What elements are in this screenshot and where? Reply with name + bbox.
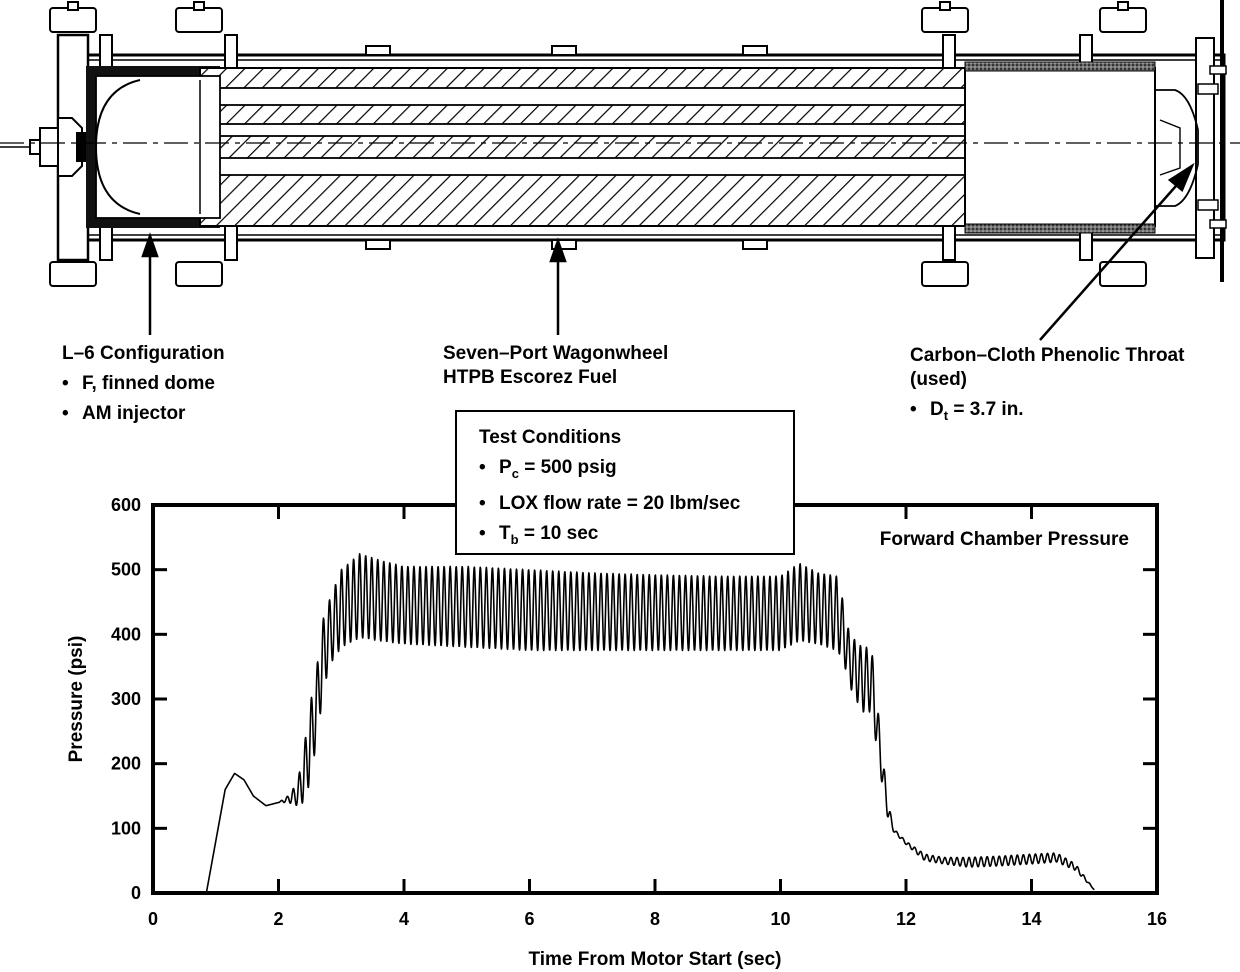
center-callout-line2: HTPB Escorez Fuel <box>443 367 618 388</box>
fuel-port-upper <box>199 87 966 106</box>
x-tick-label-8: 8 <box>650 909 660 929</box>
test-conditions-box: Test Conditions Pc = 500 psig LOX flow r… <box>455 410 795 555</box>
callout-arrows <box>141 162 1195 341</box>
aft-mixing-chamber <box>964 67 1156 227</box>
right-callout-line2: (used) <box>910 369 967 390</box>
center-callout-line1: Seven–Port Wagonwheel <box>443 343 669 364</box>
plot-area-frame <box>151 503 1159 895</box>
fuel-port-lower <box>199 157 966 176</box>
y-tick-label-400: 400 <box>111 624 141 644</box>
pressure-chart: 0 2 4 6 8 10 12 14 16 0 100 200 300 400 500 600 Forward… <box>66 495 1167 970</box>
y-tick-label-500: 500 <box>111 560 141 580</box>
y-tick-label-200: 200 <box>111 754 141 774</box>
x-tick-label-14: 14 <box>1021 909 1041 929</box>
axis-ticks <box>151 503 1159 895</box>
x-tick-label-10: 10 <box>770 909 790 929</box>
nozzle-throat <box>1155 89 1199 207</box>
left-callout-title: L–6 Configuration <box>62 343 225 364</box>
test-condition-burn-time: Tb = 10 sec <box>479 522 793 552</box>
x-tick-label-0: 0 <box>148 909 158 929</box>
y-tick-label-0: 0 <box>131 883 141 903</box>
fuel-port-center <box>199 123 966 137</box>
x-axis-title: Time From Motor Start (sec) <box>528 949 781 970</box>
x-tick-label-4: 4 <box>399 909 409 929</box>
finned-dome-chamber <box>95 75 221 219</box>
bottom-bolts <box>49 239 1147 287</box>
injector-assembly <box>0 117 86 177</box>
x-tick-label-16: 16 <box>1147 909 1167 929</box>
series-annotation: Forward Chamber Pressure <box>880 529 1129 550</box>
x-tick-label-6: 6 <box>524 909 534 929</box>
x-tick-label-2: 2 <box>273 909 283 929</box>
x-tick-label-12: 12 <box>896 909 916 929</box>
left-callout-bullet-dome: F, finned dome <box>62 372 215 396</box>
test-condition-chamber-pressure: Pc = 500 psig <box>479 456 793 486</box>
right-callout-throat-diameter: Dt = 3.7 in. <box>910 398 1024 428</box>
hybrid-motor-cross-section <box>0 0 1240 341</box>
top-bolts <box>49 1 1147 56</box>
series-line-forward-chamber-pressure <box>205 553 1095 894</box>
test-conditions-title: Test Conditions <box>479 427 622 448</box>
y-tick-label-100: 100 <box>111 818 141 838</box>
test-condition-lox-flow: LOX flow rate = 20 lbm/sec <box>479 492 793 516</box>
y-axis-title: Pressure (psi) <box>66 636 87 763</box>
y-tick-label-600: 600 <box>111 495 141 515</box>
carbon-phenolic-liner-bottom <box>964 223 1156 234</box>
y-tick-label-300: 300 <box>111 689 141 709</box>
carbon-phenolic-liner-top <box>964 61 1156 72</box>
left-callout-bullet-injector: AM injector <box>62 402 185 426</box>
right-callout-line1: Carbon–Cloth Phenolic Throat <box>910 345 1185 366</box>
axis-tick-labels: 0 2 4 6 8 10 12 14 16 0 100 200 300 400 500 600 <box>111 495 1167 929</box>
